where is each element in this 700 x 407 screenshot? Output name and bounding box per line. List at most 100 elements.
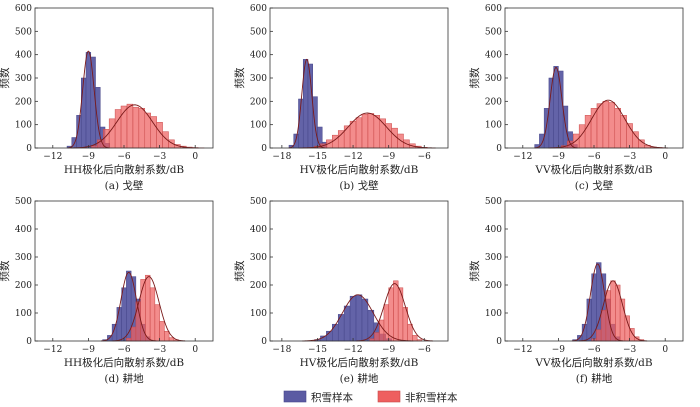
bar-nonsnow-9 xyxy=(361,113,369,149)
panel-caption: (f) 耕地 xyxy=(576,372,613,385)
y-tick-label: 600 xyxy=(15,4,32,14)
x-axis-title: VV极化后向散射系数/dB xyxy=(534,356,652,369)
bar-nonsnow-4 xyxy=(383,304,389,342)
fit-curve-nonsnow xyxy=(578,280,648,342)
bar-nonsnow-2 xyxy=(374,332,380,342)
y-tick-label: 0 xyxy=(496,337,502,347)
x-tick-label: −3 xyxy=(153,152,167,162)
x-tick-label: −18 xyxy=(272,152,291,162)
bar-nonsnow-7 xyxy=(349,120,357,149)
chart-panel-3: 0 100 200 300 400 500 600 −12 −9 −6 −3 0 VV极化后向散射系数/… xyxy=(468,4,684,192)
bar-snow-5 xyxy=(121,287,127,342)
bar-nonsnow-11 xyxy=(373,115,381,149)
y-tick-label: 400 xyxy=(250,225,267,235)
y-tick-label: 200 xyxy=(485,281,502,291)
bar-nonsnow-15 xyxy=(397,133,404,149)
legend-label-nonsnow: 非积雪样本 xyxy=(405,391,458,404)
x-tick-label: −6 xyxy=(587,152,601,162)
bar-nonsnow-9 xyxy=(608,102,616,149)
y-tick-label: 500 xyxy=(485,27,502,37)
bar-snow-6 xyxy=(312,96,318,149)
x-tick-label: −12 xyxy=(344,152,363,162)
x-tick-label: −6 xyxy=(117,345,131,355)
bar-snow-7 xyxy=(349,295,357,342)
x-tick-label: 0 xyxy=(192,152,198,162)
bar-nonsnow-10 xyxy=(412,335,418,342)
y-tick-label: 500 xyxy=(15,197,32,207)
x-tick-label: 0 xyxy=(662,152,668,162)
y-tick-label: 0 xyxy=(261,337,267,347)
y-tick-label: 500 xyxy=(485,197,502,207)
y-tick-label: 100 xyxy=(250,309,267,319)
x-tick-label: −12 xyxy=(513,345,532,355)
bar-nonsnow-12 xyxy=(156,122,163,149)
bar-nonsnow-13 xyxy=(632,131,639,149)
fit-curve-snow xyxy=(534,67,578,149)
bar-nonsnow-2 xyxy=(130,326,137,342)
chart-panel-2: 0 100 200 300 400 500 600 −18 −15 −12 −9 −6HV极化后向散射… xyxy=(233,4,449,192)
y-tick-label: 300 xyxy=(250,253,267,263)
y-tick-label: 100 xyxy=(485,121,502,131)
bar-snow-4 xyxy=(116,307,122,342)
y-tick-label: 400 xyxy=(15,225,32,235)
y-tick-label: 200 xyxy=(250,281,267,291)
x-axis-title: HV极化后向散射系数/dB xyxy=(300,356,419,369)
panel-caption: (e) 耕地 xyxy=(340,372,379,385)
y-tick-label: 0 xyxy=(496,144,502,154)
x-tick-label: −12 xyxy=(344,345,363,355)
bar-nonsnow-8 xyxy=(159,321,165,342)
bar-nonsnow-2 xyxy=(596,329,602,342)
fit-curve-nonsnow xyxy=(112,276,186,342)
x-tick-label: −9 xyxy=(382,152,396,162)
bar-snow-6 xyxy=(343,305,351,342)
bar-nonsnow-9 xyxy=(164,330,170,342)
y-tick-label: 300 xyxy=(15,74,32,84)
y-tick-label: 0 xyxy=(261,144,267,154)
y-tick-label: 0 xyxy=(26,144,32,154)
chart-panel-1: 0 100 200 300 400 500 600 −12 −9 −6 −3 0 HH极化后向散射系数/… xyxy=(0,4,214,192)
fit-curve-snow xyxy=(571,263,624,342)
bar-snow-8 xyxy=(355,294,363,342)
bar-nonsnow-8 xyxy=(602,101,610,149)
y-tick-label: 400 xyxy=(485,225,502,235)
y-tick-label: 200 xyxy=(15,97,32,107)
x-tick-label: −12 xyxy=(43,345,62,355)
y-tick-label: 500 xyxy=(250,197,267,207)
bar-nonsnow-8 xyxy=(624,315,630,342)
y-tick-label: 400 xyxy=(250,51,267,61)
bar-nonsnow-8 xyxy=(132,106,140,149)
x-tick-label: −12 xyxy=(513,152,532,162)
bar-snow-6 xyxy=(558,70,564,149)
x-tick-label: −12 xyxy=(43,152,62,162)
bar-snow-2 xyxy=(293,133,299,149)
bar-nonsnow-5 xyxy=(388,287,394,342)
x-tick-label: −9 xyxy=(552,345,566,355)
fit-curve-nonsnow xyxy=(356,283,434,342)
fit-curve-nonsnow xyxy=(548,99,669,149)
bar-snow-4 xyxy=(586,298,592,342)
bar-snow-7 xyxy=(95,87,101,149)
fit-curve-snow xyxy=(302,294,414,342)
x-tick-label: −3 xyxy=(623,345,637,355)
x-tick-label: −9 xyxy=(82,345,96,355)
y-tick-label: 500 xyxy=(250,27,267,37)
bar-nonsnow-5 xyxy=(145,274,151,342)
panel-caption: (c) 戈壁 xyxy=(575,179,614,192)
chart-panel-4: 0 100 200 300 400 500 −12 −9 −6 −3 0 HH极化后向散射系数/dB 频… xyxy=(0,197,214,385)
y-tick-label: 100 xyxy=(250,121,267,131)
bar-nonsnow-10 xyxy=(614,108,621,149)
y-tick-label: 600 xyxy=(485,4,502,14)
bar-nonsnow-14 xyxy=(391,127,398,149)
bar-snow-5 xyxy=(85,52,92,149)
bar-nonsnow-3 xyxy=(600,309,607,342)
bar-nonsnow-10 xyxy=(367,113,375,149)
bar-snow-6 xyxy=(596,262,602,342)
x-axis-title: HH极化后向散射系数/dB xyxy=(64,356,185,369)
bar-nonsnow-5 xyxy=(610,280,616,342)
x-axis-title: VV极化后向散射系数/dB xyxy=(534,163,652,176)
y-tick-label: 500 xyxy=(15,27,32,37)
legend-label-snow: 积雪样本 xyxy=(311,391,353,404)
x-tick-label: −6 xyxy=(117,152,131,162)
bar-snow-6 xyxy=(90,56,96,149)
